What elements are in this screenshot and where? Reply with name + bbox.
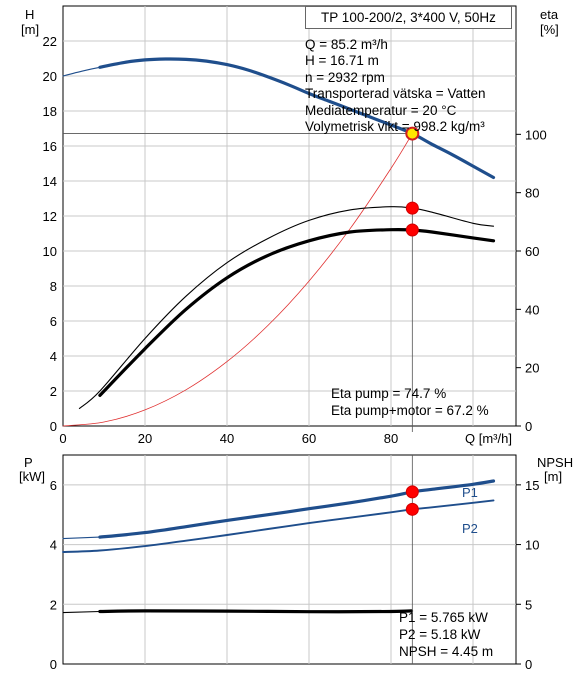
p1-series-label: P1 bbox=[462, 485, 478, 500]
lower-series-curve-1 bbox=[62, 536, 101, 540]
lower-right-tick-label: 15 bbox=[525, 478, 539, 493]
info-speed: n = 2932 rpm bbox=[305, 69, 385, 85]
lower-left-tick-label: 6 bbox=[50, 478, 57, 493]
upper-series bbox=[62, 57, 496, 432]
chart-title: TP 100-200/2, 3*400 V, 50Hz bbox=[305, 6, 512, 29]
upper-right-axis-label: eta bbox=[540, 7, 559, 22]
upper-series-curve-0 bbox=[98, 57, 496, 180]
lower-left-tick-label: 4 bbox=[50, 538, 57, 553]
upper-left-tick-label: 6 bbox=[50, 314, 57, 329]
upper-right-tick-label: 100 bbox=[525, 127, 547, 142]
lower-duty-point-marker bbox=[405, 485, 419, 499]
upper-left-tick-label: 10 bbox=[43, 244, 57, 259]
lower-right-tick-label: 5 bbox=[525, 597, 532, 612]
power-info: P1 = 5.765 kW P2 = 5.18 kW NPSH = 4.45 m bbox=[399, 609, 493, 660]
p2-series-label: P2 bbox=[462, 521, 478, 536]
lower-left-tick-label: 2 bbox=[50, 597, 57, 612]
info-flow: Q = 85.2 m³/h bbox=[305, 37, 388, 52]
x-tick-label: 80 bbox=[384, 431, 398, 446]
operating-point-info: Q = 85.2 m³/h H = 16.71 m n = 2932 rpm T… bbox=[305, 37, 485, 135]
upper-right-tick-label: 60 bbox=[525, 244, 539, 259]
lower-series-p1 bbox=[98, 479, 496, 539]
upper-right-axis-unit: [%] bbox=[540, 22, 559, 37]
lower-left-tick-label: 0 bbox=[50, 657, 57, 672]
x-axis-label: Q [m³/h] bbox=[465, 431, 512, 446]
info-temperature: Mediatemperatur = 20 °C bbox=[305, 102, 457, 118]
upper-series-eta-pump bbox=[78, 206, 495, 410]
upper-left-tick-label: 14 bbox=[43, 174, 57, 189]
info-liquid: Transporterad vätska = Vatten bbox=[305, 86, 486, 102]
upper-right-tick-label: 40 bbox=[525, 302, 539, 317]
info-head: H = 16.71 m bbox=[305, 53, 379, 69]
p2-value-text: P2 = 5.18 kW bbox=[399, 627, 481, 642]
x-tick-label: 0 bbox=[59, 431, 66, 446]
upper-left-tick-label: 18 bbox=[43, 104, 57, 119]
upper-left-tick-label: 4 bbox=[50, 349, 57, 364]
upper-right-tick-label: 0 bbox=[525, 419, 532, 434]
upper-left-tick-label: 0 bbox=[50, 419, 57, 434]
lower-series-npsh bbox=[98, 609, 414, 614]
lower-left-axis-label: P bbox=[24, 455, 33, 470]
x-tick-label: 40 bbox=[220, 431, 234, 446]
upper-operating-point-marker bbox=[405, 126, 420, 141]
eta-pump-text: Eta pump = 74.7 % bbox=[331, 386, 447, 401]
lower-series-p2 bbox=[62, 499, 495, 553]
upper-left-tick-label: 22 bbox=[43, 34, 57, 49]
upper-left-tick-label: 2 bbox=[50, 384, 57, 399]
upper-duty-point-marker bbox=[405, 201, 419, 215]
upper-left-axis-label: H bbox=[25, 7, 34, 22]
upper-series-curve-2 bbox=[62, 133, 413, 427]
upper-right-tick-label: 20 bbox=[525, 361, 539, 376]
x-tick-label: 60 bbox=[302, 431, 316, 446]
upper-right-tick-label: 80 bbox=[525, 186, 539, 201]
lower-right-tick-label: 10 bbox=[525, 538, 539, 553]
upper-left-tick-label: 20 bbox=[43, 69, 57, 84]
lower-right-axis-label: NPSH bbox=[537, 455, 573, 470]
upper-left-axis-unit: [m] bbox=[21, 22, 39, 37]
upper-duty-point-marker bbox=[405, 223, 419, 237]
x-tick-label: 20 bbox=[138, 431, 152, 446]
upper-series-curve-1 bbox=[62, 66, 101, 77]
lower-series-curve-4 bbox=[62, 610, 101, 614]
npsh-value-text: NPSH = 4.45 m bbox=[399, 644, 494, 659]
operating-point-markers bbox=[405, 126, 420, 516]
upper-left-tick-label: 8 bbox=[50, 279, 57, 294]
lower-right-axis-unit: [m] bbox=[544, 469, 562, 484]
upper-left-tick-label: 16 bbox=[43, 139, 57, 154]
upper-series-eta-pump-motor bbox=[98, 227, 496, 397]
upper-left-tick-label: 12 bbox=[43, 209, 57, 224]
eta-pump-motor-text: Eta pump+motor = 67.2 % bbox=[331, 403, 489, 418]
info-density: Volymetrisk vikt = 998.2 kg/m³ bbox=[305, 119, 485, 135]
lower-right-tick-label: 0 bbox=[525, 657, 532, 672]
lower-duty-point-marker bbox=[405, 502, 419, 516]
efficiency-info: Eta pump = 74.7 % Eta pump+motor = 67.2 … bbox=[331, 385, 489, 419]
p1-value-text: P1 = 5.765 kW bbox=[399, 610, 488, 625]
lower-left-axis-unit: [kW] bbox=[19, 469, 45, 484]
